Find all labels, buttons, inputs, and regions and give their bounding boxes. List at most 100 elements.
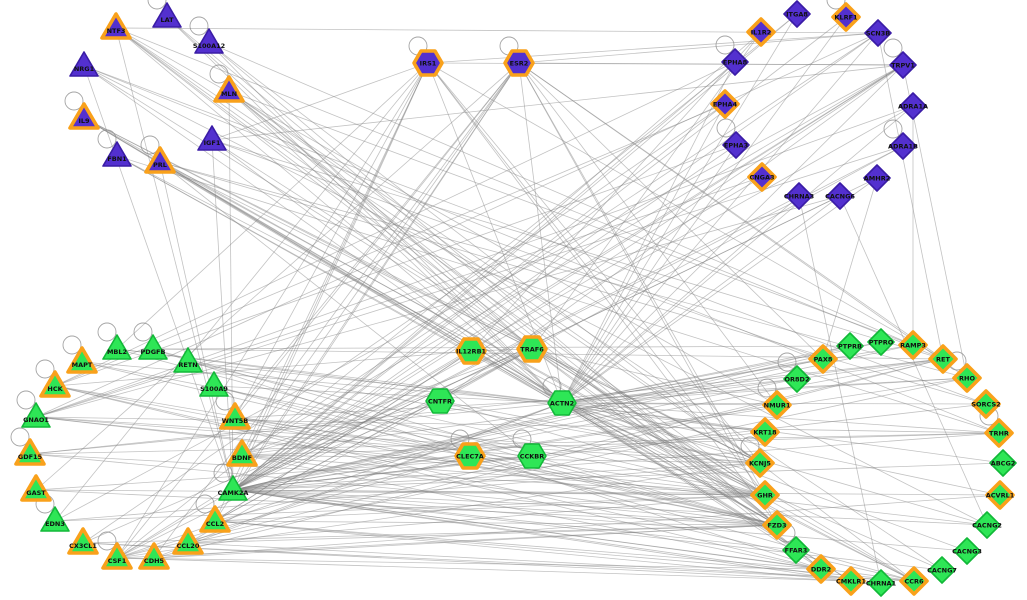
- node-ffar3[interactable]: FFAR3: [782, 536, 810, 564]
- node-fbn1[interactable]: FBN1: [102, 141, 132, 167]
- node-il9[interactable]: IL9: [68, 102, 100, 130]
- node-label: OR8D2: [785, 376, 810, 384]
- node-adra1b[interactable]: ADRA1B: [888, 132, 918, 160]
- node-ptpro[interactable]: PTPRO: [867, 328, 895, 356]
- node-epha4[interactable]: EPHA4: [710, 89, 740, 119]
- node-adra1a[interactable]: ADRA1A: [898, 92, 928, 120]
- node-bdnf[interactable]: BDNF: [226, 439, 258, 467]
- node-shape-diamond: [762, 510, 792, 540]
- edge-prl-camk2a: [159, 161, 234, 491]
- node-cdh5[interactable]: CDH5: [138, 542, 170, 570]
- node-epha3[interactable]: EPHA3: [722, 131, 750, 159]
- node-prl[interactable]: PRL: [144, 146, 176, 174]
- node-s100a9[interactable]: S100A9: [199, 371, 229, 397]
- node-gast[interactable]: GAST: [20, 474, 52, 502]
- node-klrf1[interactable]: KLRF1: [831, 2, 861, 32]
- node-acvrl1[interactable]: ACVRL1: [985, 480, 1015, 510]
- node-esr2[interactable]: ESR2: [503, 49, 535, 77]
- node-ccl20[interactable]: CCL20: [172, 527, 204, 555]
- node-scn3b[interactable]: SCN3B: [864, 19, 892, 47]
- node-amhr2[interactable]: AMHR2: [863, 164, 891, 192]
- edge-esr2-camk2a: [232, 62, 520, 491]
- node-sorcs2[interactable]: SORCS2: [971, 389, 1001, 419]
- node-camk2a[interactable]: CAMK2A: [218, 475, 249, 501]
- edge-itga8-actn2: [561, 13, 798, 404]
- node-kcnj5[interactable]: KCNJ5: [745, 448, 775, 478]
- node-abcg2[interactable]: ABCG2: [989, 449, 1017, 477]
- node-cacng3[interactable]: CACNG3: [952, 537, 982, 565]
- edge-traf6-ccl2: [214, 348, 533, 522]
- node-ccr6[interactable]: CCR6: [899, 566, 929, 596]
- edge-actn2-fzd3: [561, 402, 778, 526]
- node-pax8[interactable]: PAX8: [808, 344, 838, 374]
- node-ddr2[interactable]: DDR2: [806, 554, 836, 584]
- node-nrg1[interactable]: NRG1: [69, 51, 99, 77]
- node-pdgfb[interactable]: PDGFB: [138, 334, 168, 360]
- node-label: MBL2: [107, 348, 127, 356]
- node-clec7a[interactable]: CLEC7A: [454, 442, 486, 470]
- node-gnao1[interactable]: GNAO1: [21, 402, 51, 428]
- node-fzd3[interactable]: FZD3: [762, 510, 792, 540]
- node-rho[interactable]: RHO: [952, 363, 982, 393]
- node-label: SCN3B: [866, 30, 890, 38]
- edge-irs1-edn3: [54, 62, 429, 522]
- node-ghr[interactable]: GHR: [750, 480, 780, 510]
- node-edn3[interactable]: EDN3: [40, 506, 70, 532]
- node-label: ITGA8: [786, 11, 808, 19]
- edge-irs1-ret: [427, 62, 944, 360]
- self-loop-lat: [147, 0, 167, 10]
- node-label: IGF1: [204, 139, 221, 147]
- edge-il1r2-camk2a: [232, 31, 762, 491]
- node-trpv1[interactable]: TRPV1: [889, 51, 917, 79]
- node-epha8[interactable]: EPHA8: [721, 48, 749, 76]
- node-shape-diamond: [864, 19, 892, 47]
- node-krt18[interactable]: KRT18: [750, 417, 780, 447]
- edge-ccl20-ghr: [187, 494, 766, 544]
- node-cmklr1[interactable]: CMKLR1: [836, 566, 866, 596]
- node-trhr[interactable]: TRHR: [984, 418, 1014, 448]
- node-mln[interactable]: MLN: [213, 75, 245, 103]
- node-mapt[interactable]: MAPT: [66, 346, 98, 374]
- node-ret[interactable]: RET: [928, 344, 958, 374]
- node-ramp3[interactable]: RAMP3: [898, 330, 928, 360]
- node-or8d2[interactable]: OR8D2: [783, 365, 811, 393]
- node-gdf15[interactable]: GDF15: [14, 438, 46, 466]
- node-ptprb[interactable]: PTPRB: [836, 332, 864, 360]
- node-irs1[interactable]: IRS1: [412, 49, 444, 77]
- node-shape-triangle: [100, 12, 132, 40]
- node-cacng6[interactable]: CACNG6: [825, 182, 855, 210]
- node-cacng2[interactable]: CACNG2: [972, 511, 1002, 539]
- node-ntf3[interactable]: NTF3: [100, 12, 132, 40]
- node-lat[interactable]: LAT: [152, 2, 182, 28]
- node-traf6[interactable]: TRAF6: [516, 335, 548, 363]
- node-actn2[interactable]: ACTN2: [547, 390, 577, 416]
- node-chrna3[interactable]: CHRNA3: [784, 182, 814, 210]
- node-retn[interactable]: RETN: [173, 347, 203, 373]
- node-s100a12[interactable]: S100A12: [193, 28, 225, 54]
- self-loop-mbl2: [97, 322, 117, 342]
- node-itga8[interactable]: ITGA8: [783, 0, 811, 28]
- edge-mln-fzd3: [228, 90, 778, 526]
- node-il1r2[interactable]: IL1R2: [746, 17, 776, 47]
- edge-scn3b-ret: [877, 32, 944, 360]
- node-ccl2[interactable]: CCL2: [199, 505, 231, 533]
- node-igf1[interactable]: IGF1: [197, 125, 227, 151]
- node-hck[interactable]: HCK: [39, 370, 71, 398]
- node-shape-triangle: [194, 28, 224, 54]
- node-cacng7[interactable]: CACNG7: [927, 556, 957, 584]
- edge-il12rb1-ccl2: [214, 350, 472, 522]
- node-il12rb1[interactable]: IL12RB1: [455, 337, 487, 365]
- node-cx3cl1[interactable]: CX3CL1: [67, 527, 99, 555]
- node-csf1[interactable]: CSF1: [101, 542, 133, 570]
- node-label: PTPRB: [838, 343, 862, 351]
- node-chrna1[interactable]: CHRNA1: [866, 569, 897, 597]
- node-cntfr[interactable]: CNTFR: [425, 388, 455, 414]
- node-nmur1[interactable]: NMUR1: [762, 390, 792, 420]
- edge-epha3-actn2: [561, 144, 737, 404]
- node-shape-triangle: [69, 51, 99, 77]
- node-cckbr[interactable]: CCKBR: [517, 443, 547, 469]
- node-mbl2[interactable]: MBL2: [102, 334, 132, 360]
- node-wnt5b[interactable]: WNT5B: [219, 402, 251, 430]
- node-cnga3[interactable]: CNGA3: [747, 162, 777, 192]
